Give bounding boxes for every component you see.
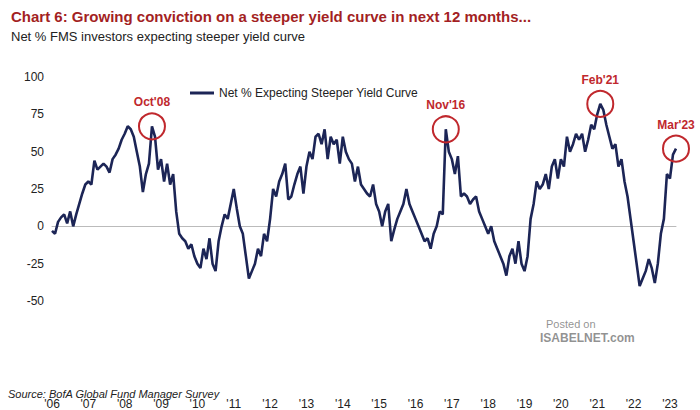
svg-text:Oct'08: Oct'08	[134, 95, 171, 109]
svg-text:'12: '12	[262, 397, 278, 410]
svg-text:Feb'21: Feb'21	[581, 73, 619, 87]
svg-text:Nov'16: Nov'16	[426, 98, 465, 112]
svg-text:'21: '21	[589, 397, 605, 410]
svg-text:'18: '18	[480, 397, 496, 410]
svg-text:'14: '14	[335, 397, 351, 410]
svg-text:'07: '07	[81, 397, 97, 410]
svg-text:Mar'23: Mar'23	[657, 118, 695, 132]
svg-text:'09: '09	[153, 397, 169, 410]
svg-text:'08: '08	[117, 397, 133, 410]
svg-text:'22: '22	[626, 397, 642, 410]
svg-text:Posted on: Posted on	[546, 318, 596, 330]
svg-text:Net % FMS investors expecting: Net % FMS investors expecting steeper yi…	[11, 29, 305, 44]
svg-text:'16: '16	[408, 397, 424, 410]
svg-text:75: 75	[31, 107, 45, 121]
svg-text:'06: '06	[44, 397, 60, 410]
svg-text:0: 0	[37, 219, 44, 233]
svg-text:100: 100	[24, 70, 44, 84]
svg-text:-25: -25	[27, 257, 45, 271]
svg-text:-50: -50	[27, 294, 45, 308]
svg-text:Net % Expecting Steeper Yield: Net % Expecting Steeper Yield Curve	[219, 86, 418, 100]
svg-text:50: 50	[31, 145, 45, 159]
svg-text:'13: '13	[299, 397, 315, 410]
svg-text:'20: '20	[553, 397, 569, 410]
svg-text:'10: '10	[190, 397, 206, 410]
svg-text:'19: '19	[517, 397, 533, 410]
svg-text:'23: '23	[662, 397, 678, 410]
svg-text:'11: '11	[226, 397, 241, 410]
svg-text:Chart 6: Growing conviction on: Chart 6: Growing conviction on a steeper…	[11, 8, 531, 25]
svg-text:'15: '15	[371, 397, 387, 410]
svg-text:25: 25	[31, 182, 45, 196]
svg-text:ISABELNET.com: ISABELNET.com	[540, 331, 635, 345]
svg-text:'17: '17	[444, 397, 460, 410]
svg-text:Source: BofA Global Fund Manag: Source: BofA Global Fund Manager Survey	[8, 387, 220, 400]
